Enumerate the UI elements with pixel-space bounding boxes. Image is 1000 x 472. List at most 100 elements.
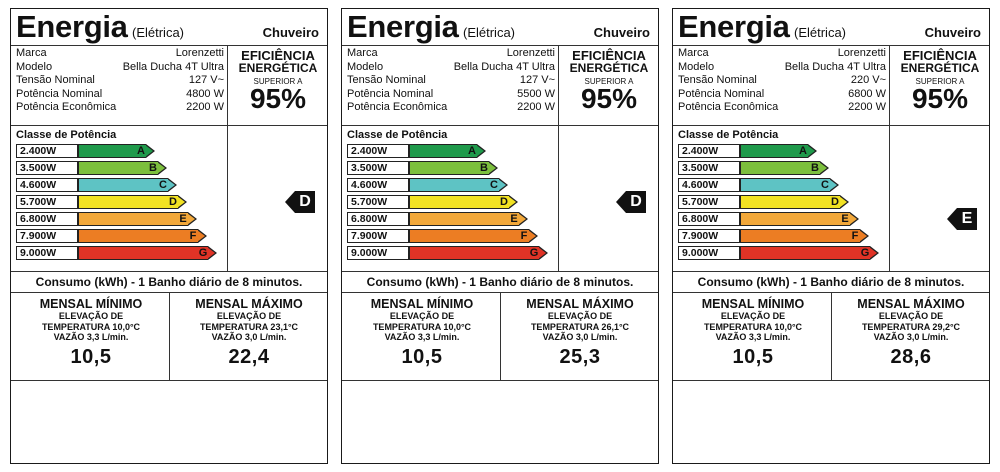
spec-value: Bella Ducha 4T Ultra [122, 60, 224, 73]
spec-key: Potência Nominal [16, 87, 103, 100]
power-class-value: 4.600W [16, 178, 78, 192]
monthly-min: MENSAL MÍNIMO ELEVAÇÃO DE TEMPERATURA 10… [344, 298, 500, 368]
class-letter: C [490, 179, 498, 191]
monthly-max-line1: ELEVAÇÃO DE [216, 311, 282, 321]
efficiency-line2: ENERGÉTICA [238, 61, 318, 75]
monthly-max-title: MENSAL MÁXIMO [526, 297, 634, 311]
spec-row: Potência Nominal 6800 W [678, 88, 886, 101]
monthly-min: MENSAL MÍNIMO ELEVAÇÃO DE TEMPERATURA 10… [13, 298, 169, 368]
monthly-min-line2: TEMPERATURA 10,0°C [41, 321, 141, 332]
class-bar-tip [528, 230, 536, 242]
label-title: Energia [678, 9, 790, 44]
monthly-min-line1: ELEVAÇÃO DE [720, 311, 786, 321]
class-bar-tip [157, 162, 165, 174]
class-bar [78, 229, 198, 243]
spec-key: Marca [347, 47, 378, 59]
spec-value: Lorenzetti [506, 47, 555, 59]
spec-row: Modelo Bella Ducha 4T Ultra [16, 61, 224, 74]
product-type: Chuveiro [262, 25, 319, 40]
monthly-max-line3: VAZÃO 3,0 L/min. [873, 332, 949, 342]
monthly-min-line3: VAZÃO 3,3 L/min. [715, 332, 791, 342]
class-bar [409, 161, 489, 175]
spec-value: Lorenzetti [837, 47, 886, 59]
label-title: Energia [347, 9, 459, 44]
class-bar-tip [839, 196, 847, 208]
monthly-max-line1: ELEVAÇÃO DE [878, 311, 944, 321]
monthly-min-line3: VAZÃO 3,3 L/min. [53, 332, 129, 342]
monthly-max-title: MENSAL MÁXIMO [857, 297, 965, 311]
power-class-value: 3.500W [347, 161, 409, 175]
power-class-value: 3.500W [678, 161, 740, 175]
divider [831, 292, 832, 380]
power-class-value: 2.400W [678, 144, 740, 158]
monthly-min-title: MENSAL MÍNIMO [39, 297, 143, 311]
spec-value: 2200 W [517, 101, 555, 113]
divider [11, 45, 327, 46]
spec-row: Modelo Bella Ducha 4T Ultra [678, 61, 886, 74]
class-bar [740, 246, 870, 260]
class-bar-tip [807, 145, 815, 157]
efficiency-value: 95% [249, 83, 307, 114]
class-letter: A [137, 145, 145, 157]
class-bar [78, 195, 178, 209]
efficiency-line3: SUPERIOR A [584, 77, 634, 86]
spec-value: 2200 W [186, 101, 224, 113]
spec-key: Modelo [678, 60, 715, 73]
spec-row: Potência Nominal 4800 W [16, 88, 224, 101]
class-bar-tip [819, 162, 827, 174]
divider [889, 125, 890, 271]
efficiency-line3: SUPERIOR A [253, 77, 303, 86]
label-title: Energia [16, 9, 128, 44]
class-letter: G [198, 247, 208, 259]
rating-arrow-icon [947, 208, 957, 230]
class-bar-tip [187, 213, 195, 225]
monthly-max: MENSAL MÁXIMO ELEVAÇÃO DE TEMPERATURA 23… [171, 298, 327, 368]
spec-row: Potência Econômica 2200 W [16, 101, 224, 114]
class-letter: E [841, 213, 849, 225]
monthly-max-line2: TEMPERATURA 26,1°C [530, 321, 630, 332]
rating-arrow-icon [616, 191, 626, 213]
class-bar-tip [508, 196, 516, 208]
spec-key: Modelo [347, 60, 384, 73]
monthly-min-title: MENSAL MÍNIMO [701, 297, 805, 311]
class-letter: A [468, 145, 476, 157]
spec-key: Marca [16, 47, 47, 59]
power-class-value: 3.500W [16, 161, 78, 175]
label-subtitle: (Elétrica) [132, 25, 185, 40]
energy-label: Energia (Elétrica) Chuveiro Marca Lorenz… [672, 8, 990, 464]
power-class-value: 4.600W [347, 178, 409, 192]
divider [673, 380, 989, 381]
monthly-min: MENSAL MÍNIMO ELEVAÇÃO DE TEMPERATURA 10… [675, 298, 831, 368]
spec-row: Marca Lorenzetti [678, 47, 886, 60]
efficiency-value: 95% [580, 83, 638, 114]
spec-value: 2200 W [848, 101, 886, 113]
class-bar [409, 178, 499, 192]
spec-value: 6800 W [848, 87, 886, 100]
product-type: Chuveiro [593, 25, 650, 40]
consumption-note: Consumo (kWh) - 1 Banho diário de 8 minu… [366, 275, 634, 289]
energy-label: Energia (Elétrica) Chuveiro Marca Lorenz… [10, 8, 328, 464]
spec-value: 220 V~ [850, 74, 886, 86]
monthly-max: MENSAL MÁXIMO ELEVAÇÃO DE TEMPERATURA 29… [833, 298, 989, 368]
energy-label: Energia (Elétrica) Chuveiro Marca Lorenz… [341, 8, 659, 464]
monthly-max-line1: ELEVAÇÃO DE [547, 311, 613, 321]
class-bar [409, 229, 529, 243]
power-class-value: 7.900W [16, 229, 78, 243]
class-title: Classe de Potência [347, 129, 448, 141]
spec-row: Potência Econômica 2200 W [678, 101, 886, 114]
monthly-min-value: 10,5 [70, 345, 112, 368]
monthly-min-line1: ELEVAÇÃO DE [389, 311, 455, 321]
class-bar [78, 212, 188, 226]
monthly-min-line1: ELEVAÇÃO DE [58, 311, 124, 321]
class-title: Classe de Potência [678, 129, 779, 141]
spec-key: Marca [678, 47, 709, 59]
class-letter: A [799, 145, 807, 157]
divider [558, 45, 559, 125]
monthly-max-line3: VAZÃO 3,0 L/min. [542, 332, 618, 342]
divider [227, 45, 228, 125]
power-class-value: 7.900W [347, 229, 409, 243]
monthly-min-line3: VAZÃO 3,3 L/min. [384, 332, 460, 342]
power-class-value: 7.900W [678, 229, 740, 243]
consumption-note: Consumo (kWh) - 1 Banho diário de 8 minu… [697, 275, 965, 289]
label-header: Energia (Elétrica) Chuveiro [342, 9, 658, 45]
